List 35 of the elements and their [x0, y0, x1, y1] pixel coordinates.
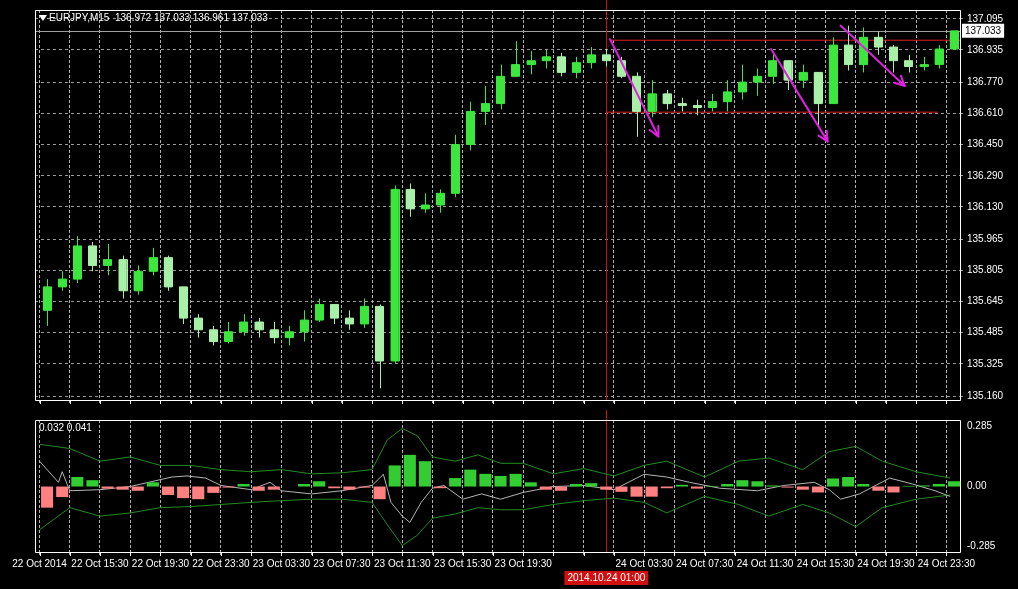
y-tick-label: 0.285: [967, 420, 993, 432]
y-tick-label: 136.770: [967, 75, 1004, 87]
x-tick-label: 22 Oct 2014: [12, 557, 68, 569]
y-tick-label: -0.285: [967, 540, 996, 552]
x-tick-label: 24 Oct 19:30: [857, 557, 916, 569]
x-tick-label: 23 Oct 03:30: [252, 557, 311, 569]
chart-title: 0.032 0.041: [39, 421, 93, 433]
chart-title: EURJPY,M15 136.972 137.033 136.961 137.033: [49, 11, 269, 23]
y-tick-label: 136.450: [967, 138, 1004, 150]
x-tick-label: 24 Oct 03:30: [615, 557, 674, 569]
x-tick-label: 24 Oct 07:30: [675, 557, 734, 569]
x-tick-label: 22 Oct 23:30: [192, 557, 250, 569]
y-tick-label: 136.130: [967, 200, 1004, 212]
x-tick-label: 23 Oct 19:30: [494, 557, 553, 569]
x-tick-label: 22 Oct 15:30: [71, 557, 130, 569]
y-tick-label: 137.095: [967, 12, 1004, 24]
y-tick-label: 135.645: [967, 295, 1004, 307]
y-tick-label: 136.935: [967, 43, 1004, 55]
y-tick-label: 135.325: [967, 357, 1004, 369]
x-tick-label: 23 Oct 07:30: [313, 557, 371, 569]
y-tick-label: 136.610: [967, 107, 1004, 119]
y-tick-label: 136.290: [967, 169, 1004, 181]
y-tick-label: 0.00: [967, 480, 987, 492]
y-tick-label: 135.805: [967, 264, 1004, 276]
y-tick-label: 135.485: [967, 326, 1004, 338]
x-tick-label: 24 Oct 11:30: [736, 557, 794, 569]
x-tick-label: 24 Oct 23:30: [917, 557, 976, 569]
x-tick-label: 24 Oct 15:30: [796, 557, 855, 569]
y-tick-label: 135.160: [967, 389, 1004, 401]
x-tick-label: 23 Oct 11:30: [374, 557, 431, 569]
ref-line-label: 137.033: [965, 25, 1002, 37]
ref-line-label: 2014.10.24 01:00: [567, 572, 646, 584]
x-tick-label: 22 Oct 19:30: [131, 557, 190, 569]
y-tick-label: 135.965: [967, 232, 1004, 244]
x-tick-label: 23 Oct 15:30: [434, 557, 492, 569]
